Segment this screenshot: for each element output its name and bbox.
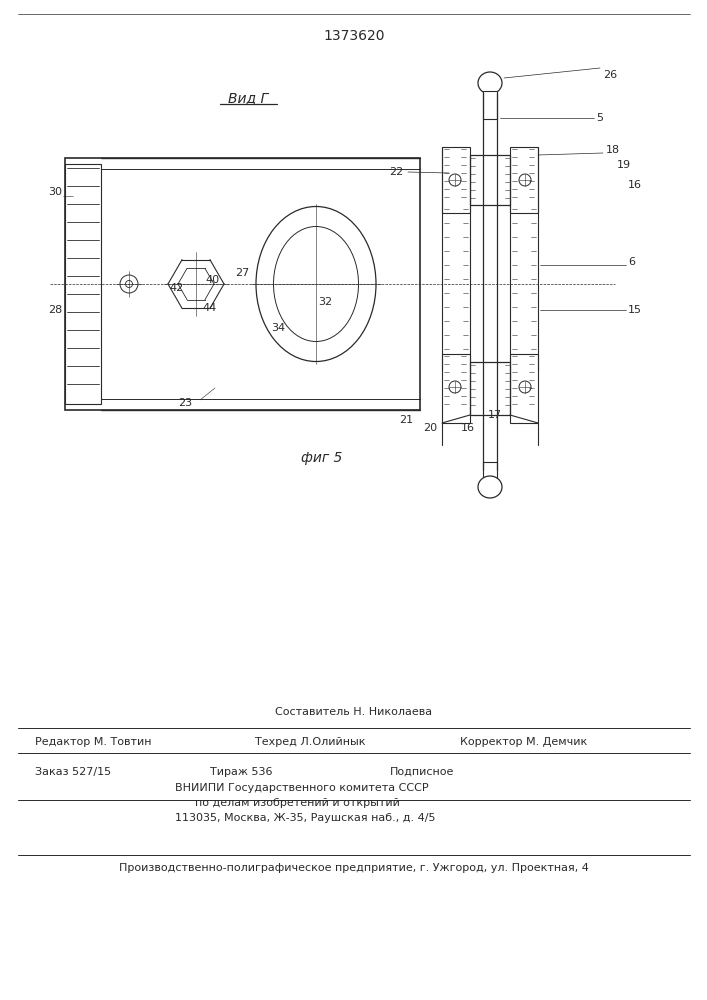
Text: 22: 22 [389,167,403,177]
Text: 16: 16 [628,180,642,190]
Text: 20: 20 [423,423,437,433]
Text: Производственно-полиграфическое предприятие, г. Ужгород, ул. Проектная, 4: Производственно-полиграфическое предприя… [119,863,589,873]
Text: 32: 32 [318,297,332,307]
Bar [510,147,538,213]
Text: 23: 23 [178,398,192,408]
Bar [65,164,101,404]
Text: 26: 26 [603,70,617,80]
Text: 18: 18 [606,145,620,155]
Text: Корректор М. Демчик: Корректор М. Демчик [460,737,588,747]
Bar [442,354,470,423]
Bar [470,362,510,415]
Bar [483,362,497,415]
Text: ВНИИПИ Государственного комитета СССР: ВНИИПИ Государственного комитета СССР [175,783,428,793]
Text: 6: 6 [628,257,635,267]
Text: 34: 34 [271,323,285,333]
Bar [510,354,538,423]
Text: 44: 44 [203,303,217,313]
Text: Вид Г: Вид Г [228,91,268,105]
Text: 19: 19 [617,160,631,170]
Text: Заказ 527/15: Заказ 527/15 [35,767,111,777]
Text: 21: 21 [399,415,413,425]
Text: 28: 28 [48,305,62,315]
Text: 17: 17 [488,410,502,420]
Text: 42: 42 [170,283,184,293]
Bar [65,158,420,410]
Bar [442,147,470,213]
Bar [483,91,497,119]
Text: Составитель Н. Николаева: Составитель Н. Николаева [276,707,433,717]
Text: 113035, Москва, Ж-35, Раушская наб., д. 4/5: 113035, Москва, Ж-35, Раушская наб., д. … [175,813,436,823]
Text: Тираж 536: Тираж 536 [210,767,272,777]
Text: Техред Л.Олийнык: Техред Л.Олийнык [255,737,366,747]
Text: Редактор М. Товтин: Редактор М. Товтин [35,737,151,747]
Text: фиг 5: фиг 5 [301,451,343,465]
Ellipse shape [478,72,502,94]
Bar [483,462,497,487]
Text: 5: 5 [596,113,603,123]
Text: 27: 27 [235,268,249,278]
Ellipse shape [478,476,502,498]
Text: по делам изобретений и открытий: по делам изобретений и открытий [195,798,400,808]
Bar [470,155,510,205]
Text: 16: 16 [461,423,475,433]
Bar [483,155,497,205]
Text: 1373620: 1373620 [323,29,385,43]
Text: 40: 40 [206,275,220,285]
Text: 30: 30 [48,187,62,197]
Text: 15: 15 [628,305,642,315]
Text: Подписное: Подписное [390,767,455,777]
